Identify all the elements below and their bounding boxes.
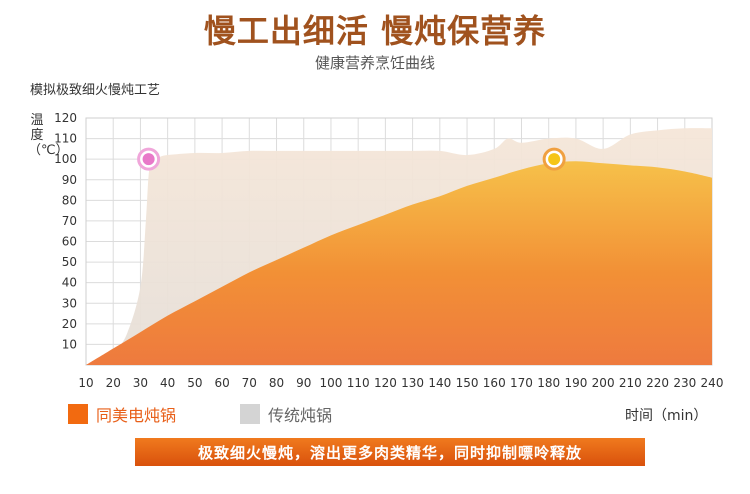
x-tick-label: 90: [296, 376, 311, 390]
y-tick-label: 90: [62, 173, 77, 187]
y-tick-label: 120: [54, 111, 77, 125]
y-tick-label: 80: [62, 193, 77, 207]
x-tick-label: 130: [401, 376, 424, 390]
y-tick-label: 30: [62, 296, 77, 310]
x-tick-label: 40: [160, 376, 175, 390]
x-tick-label: 80: [269, 376, 284, 390]
x-tick-label: 30: [133, 376, 148, 390]
tick-labels: 10 20 30 40 50 60 70 80 90 100 110 120 130 140 150 160 1…: [54, 111, 723, 390]
y-tick-label: 110: [54, 132, 77, 146]
legend-label-traditional: 传统炖锅: [268, 406, 333, 425]
y-tick-label: 70: [62, 214, 77, 228]
y-tick-label: 20: [62, 317, 77, 331]
series-areas: [86, 128, 712, 365]
legend-swatch-electric: [68, 404, 88, 424]
x-tick-label: 170: [510, 376, 533, 390]
x-tick-label: 160: [483, 376, 506, 390]
legend-item-electric: 同美电炖锅: [68, 402, 176, 426]
x-tick-label: 10: [78, 376, 93, 390]
legend-swatch-traditional: [240, 404, 260, 424]
marker-dot: [548, 153, 561, 166]
x-tick-label: 70: [242, 376, 257, 390]
x-axis-unit: 时间（min）: [625, 408, 708, 424]
chart-caption: 模拟极致细火慢炖工艺: [30, 83, 161, 98]
feature-banner: 极致细火慢炖，溶出更多肉类精华，同时抑制嘌呤释放: [135, 438, 645, 466]
x-tick-label: 110: [347, 376, 370, 390]
x-tick-label: 20: [106, 376, 121, 390]
x-tick-label: 200: [592, 376, 615, 390]
x-tick-label: 240: [701, 376, 724, 390]
y-tick-label: 40: [62, 276, 77, 290]
x-tick-label: 230: [673, 376, 696, 390]
x-tick-label: 150: [456, 376, 479, 390]
legend-item-traditional: 传统炖锅: [240, 402, 332, 426]
x-tick-label: 60: [214, 376, 229, 390]
x-tick-label: 140: [428, 376, 451, 390]
series-area-electric: [86, 161, 712, 365]
x-tick-label: 210: [619, 376, 642, 390]
y-tick-label: 50: [62, 255, 77, 269]
legend-label-electric: 同美电炖锅: [96, 406, 177, 425]
y-tick-label: 10: [62, 337, 77, 351]
x-tick-label: 100: [320, 376, 343, 390]
markers: [137, 147, 566, 171]
y-tick-label: 60: [62, 235, 77, 249]
x-tick-label: 120: [374, 376, 397, 390]
x-tick-label: 190: [564, 376, 587, 390]
page-title: 慢工出细活 慢炖保营养: [203, 12, 547, 50]
page-subtitle: 健康营养烹饪曲线: [314, 54, 435, 72]
x-tick-label: 220: [646, 376, 669, 390]
x-tick-label: 180: [537, 376, 560, 390]
x-tick-label: 50: [187, 376, 202, 390]
y-tick-label: 100: [54, 152, 77, 166]
marker-dot: [142, 153, 155, 166]
